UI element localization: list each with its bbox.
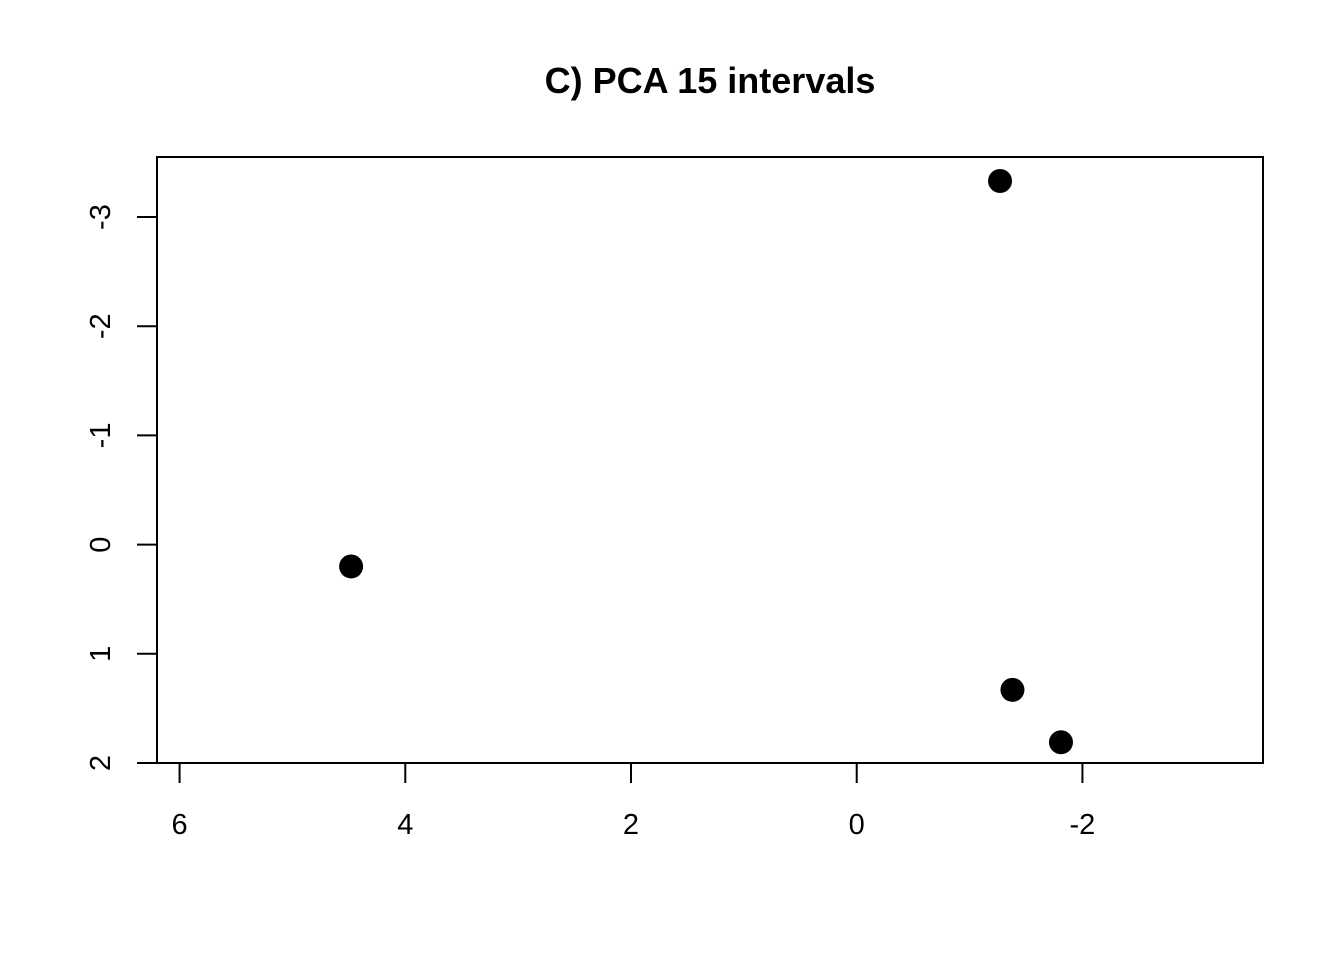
data-point [988,169,1013,194]
data-point [339,554,364,579]
plot-frame [156,156,1264,764]
x-axis: 6 4 2 0 -2 [172,763,1096,841]
data-points [339,169,1073,755]
data-point [1048,730,1073,755]
y-tick-label: -2 [85,313,117,339]
x-tick-label: 6 [172,809,188,841]
x-tick-label: 4 [397,809,413,841]
y-axis: -3 -2 -1 0 1 2 [85,204,157,771]
data-point [1000,677,1025,702]
x-tick-label: -2 [1070,809,1096,841]
chart-title: C) PCA 15 intervals [545,60,876,101]
y-tick-label: 1 [85,646,117,662]
x-tick-label: 2 [623,809,639,841]
x-tick-label: 0 [849,809,865,841]
y-tick-label: -3 [85,204,117,230]
y-tick-label: -1 [85,423,117,449]
y-tick-label: 0 [85,537,117,553]
y-tick-label: 2 [85,755,117,771]
